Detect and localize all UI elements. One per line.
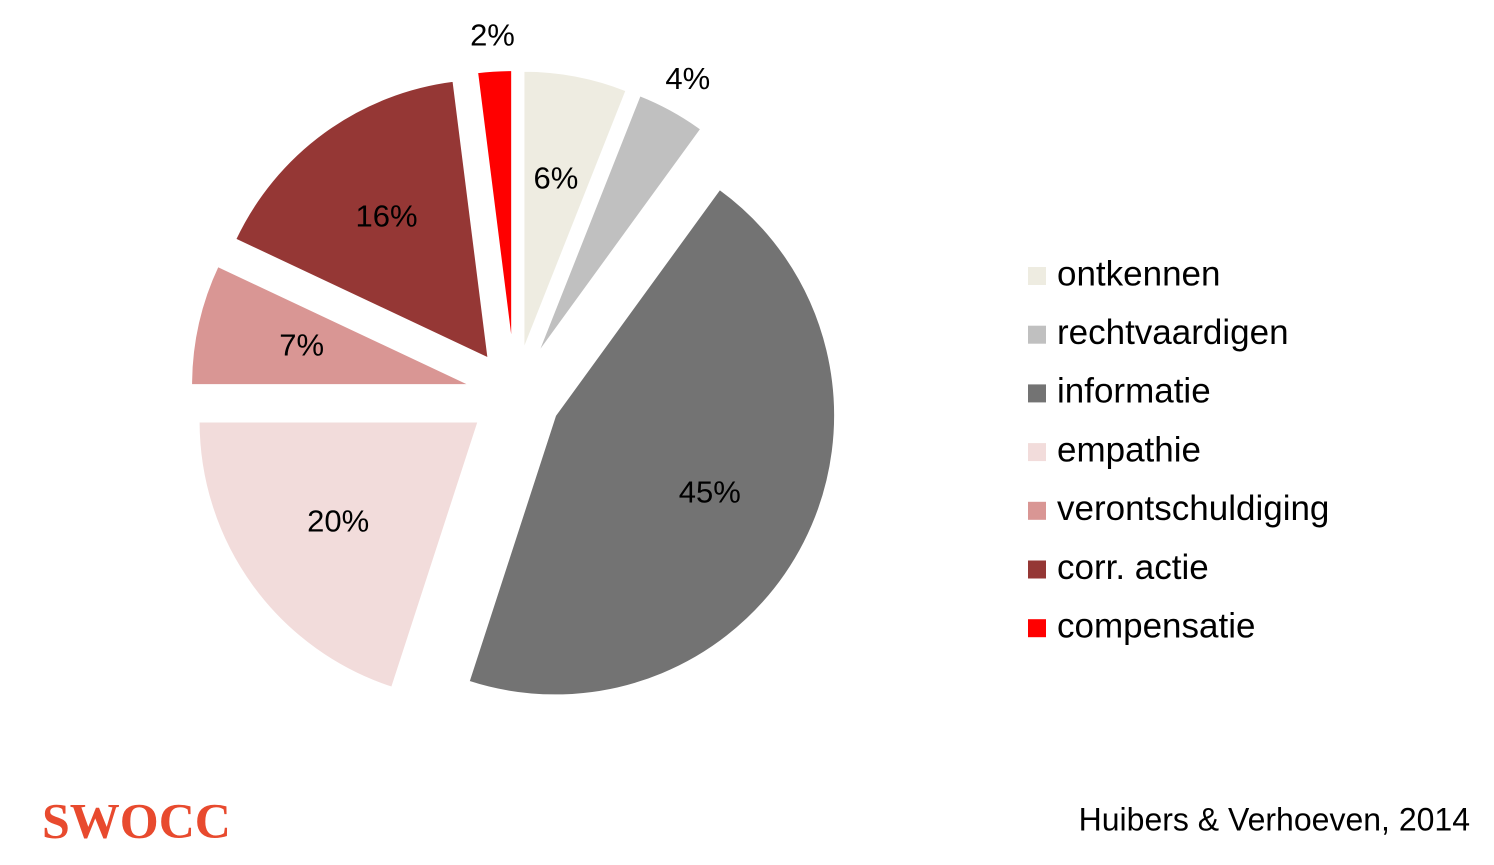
- logo: SWOCC: [42, 792, 231, 848]
- data-label: 2%: [470, 17, 515, 52]
- pie-slice: [233, 79, 490, 361]
- legend-swatch: [1028, 560, 1046, 579]
- legend-label: ontkennen: [1057, 254, 1220, 293]
- data-label: 6%: [534, 160, 579, 195]
- pie-slice: [522, 69, 628, 352]
- legend-label: corr. actie: [1057, 548, 1209, 587]
- pie-slice: [467, 187, 837, 697]
- data-label: 45%: [679, 474, 741, 509]
- legend-label: compensatie: [1057, 606, 1255, 645]
- legend-swatch: [1028, 501, 1046, 520]
- legend-label: empathie: [1057, 430, 1201, 469]
- pie-slice: [190, 264, 472, 387]
- data-label: 16%: [355, 198, 417, 233]
- data-label: 20%: [307, 504, 369, 539]
- legend-label: rechtvaardigen: [1057, 313, 1289, 352]
- legend-swatch: [1028, 325, 1046, 344]
- data-label: 7%: [279, 328, 324, 363]
- source: Huibers & Verhoeven, 2014: [1079, 801, 1470, 837]
- legend-swatch: [1028, 619, 1046, 638]
- legend-swatch: [1028, 384, 1046, 403]
- pie-slice: [475, 69, 514, 351]
- data-label: 4%: [665, 61, 710, 96]
- pie-slice: [197, 420, 480, 690]
- legend-label: verontschuldiging: [1057, 489, 1329, 528]
- legend-swatch: [1028, 443, 1046, 462]
- legend-swatch: [1028, 267, 1046, 285]
- legend-label: informatie: [1057, 372, 1211, 411]
- pie-slice: [535, 93, 703, 357]
